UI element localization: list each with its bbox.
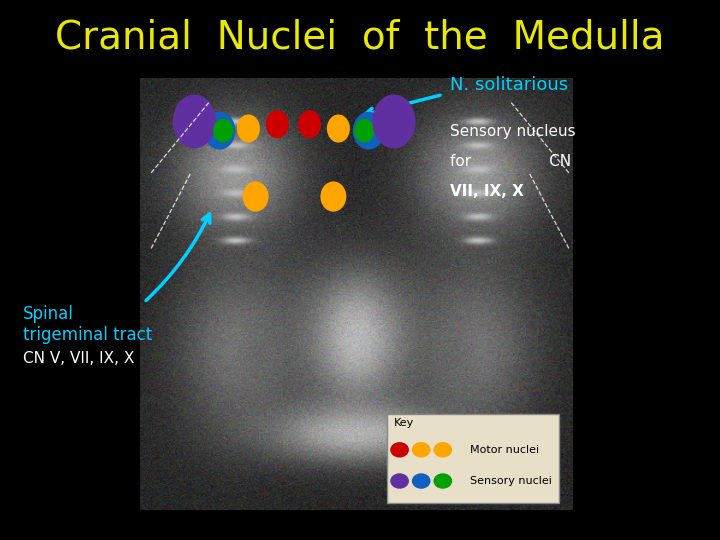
Text: N. solitarious: N. solitarious [450, 77, 568, 94]
Text: Sensory nuclei: Sensory nuclei [470, 476, 552, 486]
Ellipse shape [372, 94, 415, 149]
Ellipse shape [354, 119, 374, 143]
Text: for                CN: for CN [450, 154, 571, 169]
Ellipse shape [320, 181, 346, 212]
Ellipse shape [237, 114, 260, 143]
Ellipse shape [390, 473, 409, 489]
Ellipse shape [412, 473, 431, 489]
Ellipse shape [266, 110, 289, 138]
Ellipse shape [213, 119, 233, 143]
Ellipse shape [412, 442, 431, 457]
Ellipse shape [353, 112, 384, 150]
Text: VII, IX, X: VII, IX, X [450, 184, 524, 199]
Text: Sensory nucleus: Sensory nucleus [450, 124, 575, 139]
Ellipse shape [204, 112, 235, 150]
Ellipse shape [243, 181, 269, 212]
Text: Spinal
trigeminal tract: Spinal trigeminal tract [23, 305, 153, 344]
Text: Cranial  Nuclei  of  the  Medulla: Cranial Nuclei of the Medulla [55, 19, 665, 57]
Ellipse shape [390, 442, 409, 457]
Ellipse shape [433, 442, 452, 457]
Text: Motor nuclei: Motor nuclei [470, 445, 539, 455]
Ellipse shape [298, 110, 321, 138]
Bar [140, 78, 572, 510]
Text: CN V, VII, IX, X: CN V, VII, IX, X [23, 351, 135, 366]
Bar [387, 414, 559, 503]
Text: Key: Key [394, 418, 414, 429]
Ellipse shape [433, 473, 452, 489]
Ellipse shape [327, 114, 350, 143]
Ellipse shape [173, 94, 216, 149]
